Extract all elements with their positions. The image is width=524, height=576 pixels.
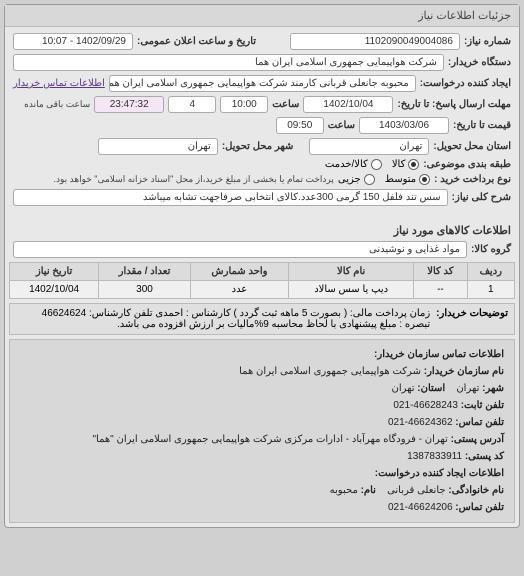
contact-city-label: شهر: <box>482 383 504 394</box>
goods-section-title: اطلاعات کالاهای مورد نیاز <box>13 224 511 237</box>
days-left: 4 <box>168 96 216 113</box>
cell-unit: عدد <box>190 281 288 299</box>
panel-title: جزئیات اطلاعات نیاز <box>5 5 519 27</box>
delivery-city-label: شهر محل تحویل: <box>222 141 294 152</box>
purchase-label: نوع برداخت خرید : <box>434 174 511 185</box>
cell-qty: 300 <box>99 281 191 299</box>
radio-icon <box>364 174 375 185</box>
req-phone: 46624206-021 <box>388 502 453 513</box>
row-purchase: نوع برداخت خرید : متوسط جزیی پرداخت تمام… <box>13 174 511 185</box>
pubdate-value: 1402/09/29 - 10:07 <box>13 33 133 50</box>
name-label: نام: <box>361 485 376 496</box>
goods-table: ردیف کد کالا نام کالا واحد شمارش تعداد /… <box>9 262 515 299</box>
postal-code: 1387833911 <box>407 451 462 462</box>
radio-icon <box>408 159 419 170</box>
radio-partial[interactable]: جزیی <box>338 174 375 185</box>
purchase-note: پرداخت تمام یا بخشی از مبلغ خرید،از محل … <box>13 174 334 185</box>
col-unit: واحد شمارش <box>190 263 288 281</box>
row-creator: ایجاد کننده درخواست: محبوبه جانعلی قربان… <box>13 75 511 92</box>
contact-block: اطلاعات تماس سازمان خریدار: نام سازمان خ… <box>9 339 515 523</box>
radio-icon <box>371 159 382 170</box>
row-price-until: قیمت تا تاریخ: 1403/03/06 ساعت 09:50 <box>13 117 511 134</box>
contact-state: تهران <box>391 383 414 394</box>
cell-date: 1402/10/04 <box>10 281 99 299</box>
contact-section-title: اطلاعات تماس سازمان خریدار: <box>374 349 504 360</box>
time-left: 23:47:32 <box>94 96 164 113</box>
row-budget: طبقه بندی موضوعی: کالا کالا/خدمت <box>13 159 511 170</box>
pubdate-label: تاریخ و ساعت اعلان عمومی: <box>137 36 256 47</box>
deadline-time-label: ساعت <box>272 99 299 110</box>
family-label: نام خانوادگی: <box>448 485 504 496</box>
radio-kala[interactable]: کالا <box>392 159 420 170</box>
col-date: تاریخ نیاز <box>10 263 99 281</box>
contact-fax: 46624362-021 <box>388 417 453 428</box>
price-until-date: 1403/03/06 <box>359 117 449 134</box>
contact-state-label: استان: <box>417 383 445 394</box>
desc-label: شرح کلی نیاز: <box>452 192 511 203</box>
req-creator-label: اطلاعات ایجاد کننده درخواست: <box>375 468 504 479</box>
radio-mid[interactable]: متوسط <box>385 174 430 185</box>
col-index: ردیف <box>467 263 514 281</box>
buyer-desc-label: توضیحات خریدار: <box>436 308 508 330</box>
cell-index: 1 <box>467 281 514 299</box>
table-header-row: ردیف کد کالا نام کالا واحد شمارش تعداد /… <box>10 263 515 281</box>
deadline-date: 1402/10/04 <box>303 96 393 113</box>
row-deadline: مهلت ارسال پاسخ: تا تاریخ: 1402/10/04 سا… <box>13 96 511 113</box>
delivery-city: تهران <box>98 138 218 155</box>
buyer-label: دستگاه خریدار: <box>448 57 511 68</box>
details-panel: جزئیات اطلاعات نیاز شماره نیاز: 11020900… <box>4 4 520 528</box>
deadline-label: مهلت ارسال پاسخ: تا تاریخ: <box>397 99 511 110</box>
col-qty: تعداد / مقدار <box>99 263 191 281</box>
contact-city: تهران <box>456 383 479 394</box>
row-delivery: استان محل تحویل: تهران شهر محل تحویل: ته… <box>13 138 511 155</box>
creator-value: محبوبه جانعلی قربانی کارمند شرکت هواپیما… <box>109 75 416 92</box>
buyer-value: شرکت هواپیمایی جمهوری اسلامی ایران هما <box>13 54 444 71</box>
radio-khadamat[interactable]: کالا/خدمت <box>325 159 382 170</box>
price-until-time: 09:50 <box>276 117 324 134</box>
contact-phone-label: تلفن ثابت: <box>461 400 504 411</box>
form-body: شماره نیاز: 1102090049004086 تاریخ و ساع… <box>5 27 519 216</box>
contact-fax-label: تلفن تماس: <box>455 417 504 428</box>
postal-code-label: کد پستی: <box>465 451 504 462</box>
postal-addr-label: آدرس پستی: <box>451 434 504 445</box>
contact-phone: 46628243-021 <box>393 400 458 411</box>
budget-label: طبقه بندی موضوعی: <box>423 159 511 170</box>
reqnum-value: 1102090049004086 <box>290 33 460 50</box>
radio-mid-label: متوسط <box>385 174 416 185</box>
goods-group-label: گروه کالا: <box>471 244 511 255</box>
cell-name: دیپ یا سس سالاد <box>289 281 414 299</box>
desc-value: سس تند فلفل 150 گرمی 300عدد.کالای انتخاب… <box>13 189 448 206</box>
radio-khadamat-label: کالا/خدمت <box>325 159 368 170</box>
postal-addr: تهران - فرودگاه مهرآباد - ادارات مرکزی ش… <box>93 434 448 445</box>
contact-link[interactable]: اطلاعات تماس خریدار <box>13 78 105 89</box>
radio-icon <box>419 174 430 185</box>
org-name: شرکت هواپیمایی جمهوری اسلامی ایران هما <box>239 366 421 377</box>
row-desc: شرح کلی نیاز: سس تند فلفل 150 گرمی 300عد… <box>13 189 511 206</box>
reqnum-label: شماره نیاز: <box>464 36 511 47</box>
buyer-desc-text: زمان پرداخت مالی: ( بصورت 5 ماهه ثبت گرد… <box>16 308 430 330</box>
cell-code: -- <box>414 281 467 299</box>
goods-group-value: مواد غذایی و نوشیدنی <box>13 241 467 258</box>
row-reqnum: شماره نیاز: 1102090049004086 تاریخ و ساع… <box>13 33 511 50</box>
col-name: نام کالا <box>289 263 414 281</box>
col-code: کد کالا <box>414 263 467 281</box>
row-buyer: دستگاه خریدار: شرکت هواپیمایی جمهوری اسل… <box>13 54 511 71</box>
radio-kala-label: کالا <box>392 159 406 170</box>
buyer-desc-box: توضیحات خریدار: زمان پرداخت مالی: ( بصور… <box>9 303 515 335</box>
creator-label: ایجاد کننده درخواست: <box>420 78 511 89</box>
radio-partial-label: جزیی <box>338 174 361 185</box>
price-until-time-label: ساعت <box>328 120 355 131</box>
family-value: جانعلی قربانی <box>387 485 446 496</box>
table-row: 1 -- دیپ یا سس سالاد عدد 300 1402/10/04 <box>10 281 515 299</box>
delivery-state: تهران <box>309 138 429 155</box>
req-phone-label: تلفن تماس: <box>455 502 504 513</box>
price-until-label: قیمت تا تاریخ: <box>453 120 511 131</box>
remaining-note: ساعت باقی مانده <box>24 99 90 110</box>
org-name-label: نام سازمان خریدار: <box>424 366 504 377</box>
row-goods-group: گروه کالا: مواد غذایی و نوشیدنی <box>5 241 519 258</box>
deadline-time: 10:00 <box>220 96 268 113</box>
name-value: محبوبه <box>330 485 358 496</box>
delivery-state-label: استان محل تحویل: <box>433 141 511 152</box>
